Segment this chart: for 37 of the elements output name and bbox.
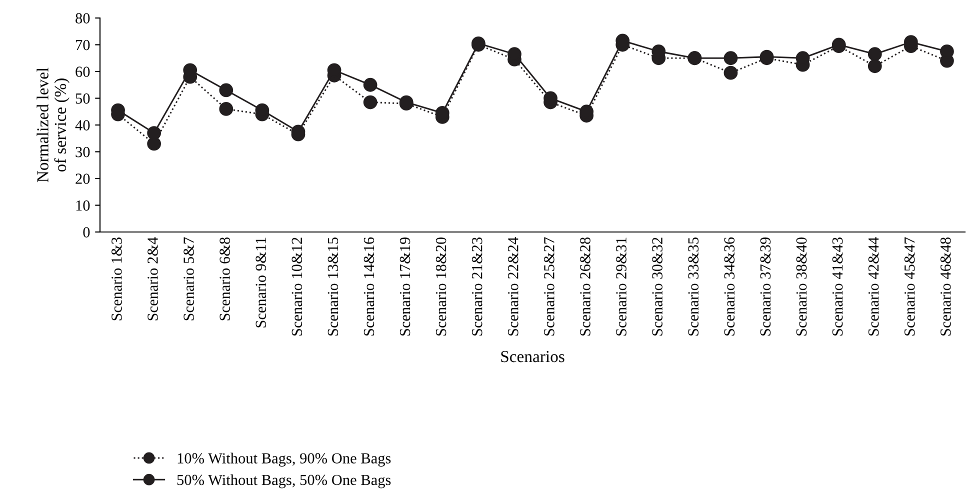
x-tick-label: Scenario 34&36 bbox=[724, 237, 735, 336]
x-tick-label: Scenario 29&31 bbox=[616, 238, 626, 336]
y-tick-label: 30 bbox=[76, 146, 90, 158]
x-tick-label: Scenario 5&7 bbox=[184, 237, 194, 320]
x-tick-label: Scenario 2&4 bbox=[148, 237, 158, 320]
y-tick-label: 20 bbox=[76, 174, 90, 184]
x-axis-title: Scenarios bbox=[501, 350, 564, 362]
x-tick-label: Scenario 33&35 bbox=[688, 237, 699, 336]
x-tick-label: Scenario 45&47 bbox=[904, 237, 915, 336]
x-tick-label: Scenario 9&11 bbox=[256, 238, 266, 328]
x-tick-label: Scenario 37&39 bbox=[760, 237, 771, 336]
y-tick-label: 60 bbox=[76, 66, 90, 77]
x-tick-label: Scenario 21&23 bbox=[472, 237, 482, 336]
x-tick-label: Scenario 13&15 bbox=[328, 237, 338, 336]
y-tick-label: 10 bbox=[76, 200, 90, 211]
y-tick-label: 70 bbox=[76, 40, 90, 50]
x-tick-label: Scenario 30&32 bbox=[652, 238, 662, 336]
x-tick-label: Scenario 41&43 bbox=[832, 237, 843, 336]
x-tick-label: Scenario 46&48 bbox=[940, 237, 951, 336]
y-tick-label: 0 bbox=[83, 227, 90, 238]
x-tick-label: Scenario 17&19 bbox=[400, 237, 410, 336]
x-tick-label: Scenario 1&3 bbox=[112, 237, 122, 320]
x-tick-label: Scenario 18&20 bbox=[436, 237, 446, 336]
x-tick-label: Scenario 38&40 bbox=[796, 237, 807, 336]
x-tick-label: Scenario 26&28 bbox=[580, 237, 590, 336]
y-tick-label: 80 bbox=[76, 13, 90, 24]
x-tick-label: Scenario 25&27 bbox=[544, 237, 554, 336]
y-tick-label: 40 bbox=[75, 120, 90, 130]
x-tick-label: Scenario 42&44 bbox=[868, 237, 879, 336]
legend-label: 10% Without Bags, 90% One Bags bbox=[178, 452, 391, 467]
legend-label: 50% Without Bags, 50% One Bags bbox=[177, 474, 391, 488]
x-tick-label: Scenario 14&16 bbox=[364, 237, 374, 336]
x-tick-label: Scenario 10&12 bbox=[292, 238, 302, 336]
y-tick-label: 50 bbox=[76, 93, 90, 104]
x-tick-label: Scenario 22&24 bbox=[508, 237, 518, 336]
y-axis-title: Normalized level of service (%) bbox=[36, 68, 70, 182]
x-tick-label: Scenario 6&8 bbox=[220, 237, 230, 320]
